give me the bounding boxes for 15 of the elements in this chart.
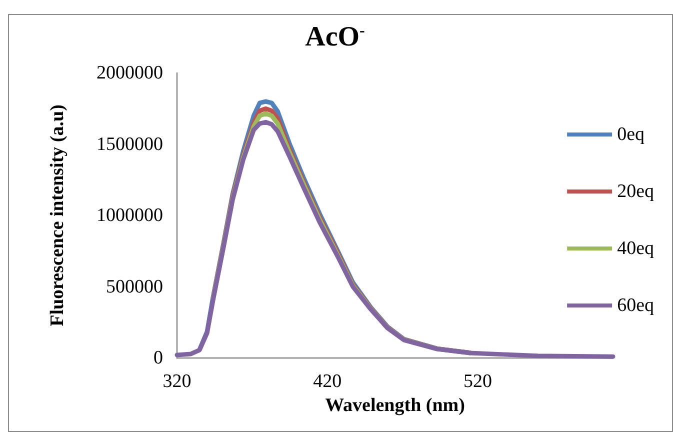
y-tick-label: 0 [154,348,163,368]
legend-label: 0eq [617,124,645,145]
x-tick-label: 520 [463,371,492,392]
legend-label: 20eq [617,181,654,202]
x-tick-label: 320 [162,371,192,392]
y-tick-label: 1000000 [96,205,163,226]
legend-label: 40eq [617,238,654,259]
chart-title: AcO- [305,22,365,52]
x-tick-label: 420 [313,371,342,392]
x-axis-title: Wavelength (nm) [325,394,465,416]
y-tick-label: 1500000 [96,134,163,155]
y-tick-label: 2000000 [96,62,163,84]
legend-label: 60eq [617,295,654,316]
y-axis-title: Fluorescence intensity (a.u) [47,104,68,326]
y-tick-label: 500000 [106,276,163,298]
